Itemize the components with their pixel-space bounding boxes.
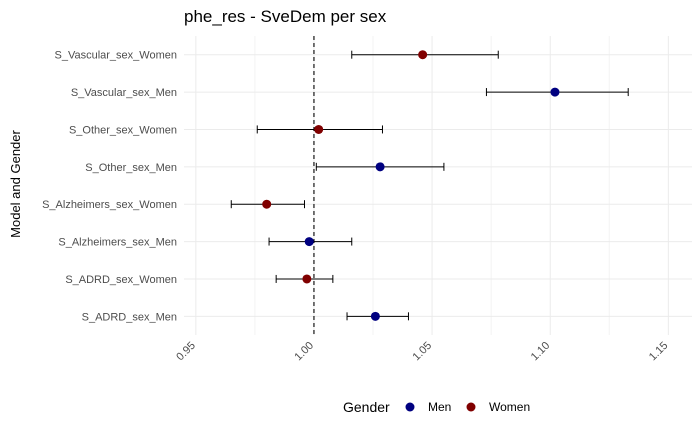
data-point-group <box>275 274 334 284</box>
chart-title: phe_res - SveDem per sex <box>184 7 387 26</box>
y-tick-label: S_Vascular_sex_Women <box>55 50 178 62</box>
y-tick-labels: S_Vascular_sex_Women S_Vascular_sex_Men S_… <box>42 50 177 324</box>
x-tick-label: 1.15 <box>647 340 671 364</box>
y-tick-label: S_Other_sex_Women <box>69 124 177 136</box>
grid-layer <box>184 36 692 335</box>
point-estimate <box>550 87 560 97</box>
point-estimate <box>302 274 312 284</box>
legend-swatch-women <box>466 402 476 412</box>
y-tick-label: S_ADRD_sex_Women <box>65 274 177 286</box>
y-tick-label: S_Other_sex_Men <box>85 162 177 174</box>
data-layer <box>230 50 629 321</box>
data-point-group <box>315 162 445 172</box>
y-axis-title: Model and Gender <box>8 129 23 237</box>
legend-swatch-men <box>405 402 415 412</box>
point-estimate <box>262 199 272 209</box>
point-estimate <box>418 50 428 60</box>
legend: Gender Men Women <box>343 399 530 415</box>
x-tick-label: 0.95 <box>174 340 198 364</box>
point-estimate <box>314 124 324 134</box>
data-point-group <box>256 124 383 134</box>
x-tick-label: 1.10 <box>529 340 553 364</box>
point-estimate <box>304 237 314 247</box>
y-tick-label: S_Alzheimers_sex_Women <box>42 199 177 211</box>
legend-label-men: Men <box>428 400 451 414</box>
y-tick-label: S_Alzheimers_sex_Men <box>58 237 177 249</box>
point-estimate <box>370 311 380 321</box>
x-tick-labels: 0.95 1.00 1.05 1.10 1.15 <box>174 340 670 364</box>
data-point-group <box>346 311 409 321</box>
x-tick-label: 1.00 <box>292 340 316 364</box>
data-point-group <box>351 50 499 60</box>
legend-label-women: Women <box>489 400 530 414</box>
y-tick-label: S_ADRD_sex_Men <box>82 311 177 323</box>
point-estimate <box>375 162 385 172</box>
y-tick-label: S_Vascular_sex_Men <box>71 87 177 99</box>
data-point-group <box>485 87 629 97</box>
legend-title: Gender <box>343 399 390 415</box>
data-point-group <box>230 199 306 209</box>
x-tick-label: 1.05 <box>411 340 435 364</box>
data-point-group <box>268 237 353 247</box>
